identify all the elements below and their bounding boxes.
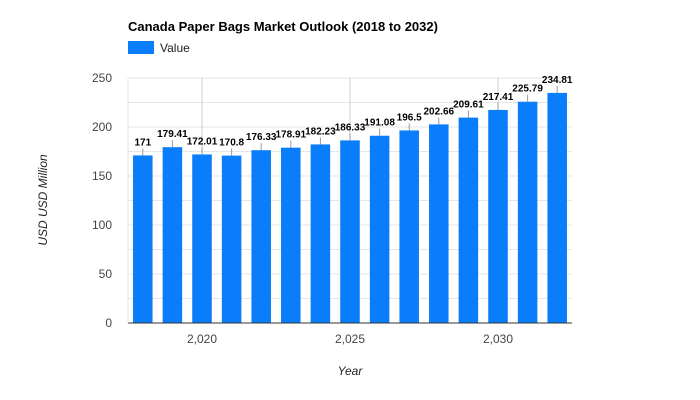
x-tick-label: 2,030 bbox=[483, 332, 513, 346]
y-tick-label: 150 bbox=[92, 169, 112, 183]
y-tick-label: 50 bbox=[99, 267, 113, 281]
legend-swatch bbox=[128, 41, 154, 54]
bar bbox=[399, 130, 419, 323]
bar bbox=[221, 155, 242, 323]
bar bbox=[251, 150, 271, 323]
y-tick-label: 200 bbox=[92, 120, 112, 134]
axes: 0 50 100 150 200 250 2,020 2,025 2,030 bbox=[92, 71, 572, 346]
bar bbox=[488, 109, 508, 323]
bar bbox=[340, 140, 360, 323]
legend-entry-value: Value bbox=[160, 41, 190, 55]
data-label: 178.91 bbox=[276, 130, 307, 141]
data-label: 209.61 bbox=[453, 100, 484, 111]
legend: Value bbox=[128, 41, 190, 55]
y-tick-label: 100 bbox=[92, 218, 112, 232]
data-label: 179.41 bbox=[157, 129, 188, 140]
bar bbox=[458, 117, 479, 323]
data-label: 176.33 bbox=[246, 132, 277, 143]
bar bbox=[369, 135, 390, 323]
bar bbox=[281, 147, 301, 323]
bar bbox=[192, 154, 212, 323]
x-tick-label: 2,025 bbox=[335, 332, 365, 346]
bar bbox=[310, 144, 331, 323]
x-tick-label: 2,020 bbox=[187, 332, 217, 346]
y-tick-label: 250 bbox=[92, 71, 112, 85]
bar bbox=[162, 147, 183, 323]
data-label: 182.23 bbox=[305, 126, 336, 137]
data-label: 172.01 bbox=[187, 136, 218, 147]
y-axis-title: USD USD Million bbox=[36, 154, 50, 246]
bar bbox=[429, 124, 449, 323]
data-label: 225.79 bbox=[512, 84, 543, 95]
y-tick-label: 0 bbox=[105, 316, 112, 330]
bar bbox=[517, 101, 538, 323]
data-label: 186.33 bbox=[335, 122, 366, 133]
data-label: 196.5 bbox=[397, 112, 422, 123]
data-label: 202.66 bbox=[424, 106, 455, 117]
data-label: 191.08 bbox=[364, 118, 395, 129]
data-label: 170.8 bbox=[219, 138, 244, 149]
bars bbox=[133, 92, 567, 323]
bar bbox=[133, 155, 153, 323]
chart-title: Canada Paper Bags Market Outlook (2018 t… bbox=[128, 19, 438, 34]
data-label: 234.81 bbox=[542, 75, 573, 86]
x-axis-title: Year bbox=[338, 364, 364, 378]
data-label: 171 bbox=[134, 137, 151, 148]
data-label: 217.41 bbox=[483, 92, 514, 103]
bar bbox=[547, 92, 567, 323]
